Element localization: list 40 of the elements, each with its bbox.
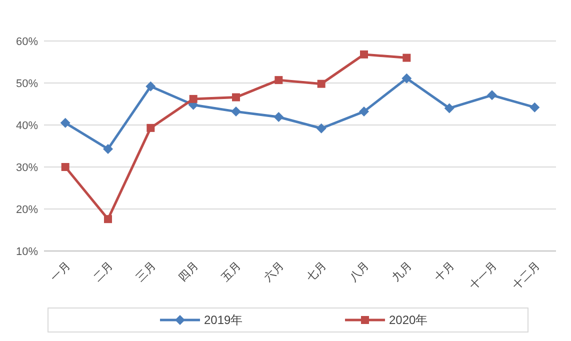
x-tick-label: 一月 (48, 260, 73, 284)
point (231, 106, 241, 117)
x-tick-label: 三月 (134, 260, 158, 284)
point (530, 102, 540, 112)
legend-label: 2020年 (389, 313, 428, 327)
y-tick-label: 40% (16, 120, 38, 132)
x-tick-label: 六月 (261, 259, 286, 284)
x-tick-label: 十二月 (510, 259, 542, 292)
point (360, 50, 368, 58)
y-tick-label: 60% (16, 36, 38, 48)
x-tick-label: 四月 (176, 260, 201, 284)
point (402, 54, 411, 62)
y-tick-label: 10% (16, 246, 38, 258)
point (232, 93, 240, 102)
x-tick-label: 十一月 (467, 259, 500, 292)
point (487, 90, 497, 100)
x-tick-label: 五月 (220, 260, 244, 284)
x-tick-label: 十月 (432, 259, 457, 284)
point (189, 94, 198, 103)
point (316, 123, 326, 134)
point (146, 124, 155, 132)
point (61, 163, 70, 171)
point (274, 76, 283, 84)
point (103, 144, 113, 154)
x-tick-label: 二月 (92, 260, 116, 284)
y-tick-label: 30% (16, 162, 38, 174)
x-tick-label: 八月 (348, 260, 372, 284)
point (359, 106, 369, 117)
y-tick-label: 50% (16, 78, 38, 90)
point (317, 80, 326, 88)
point (402, 73, 412, 84)
x-tick-label: 九月 (389, 259, 414, 284)
x-tick-label: 七月 (304, 259, 329, 284)
point (60, 118, 70, 128)
point (274, 112, 284, 122)
point (444, 103, 454, 114)
legend-label: 2019年 (204, 313, 243, 327)
point (146, 81, 156, 92)
y-tick-label: 20% (16, 204, 38, 216)
point (104, 215, 112, 224)
